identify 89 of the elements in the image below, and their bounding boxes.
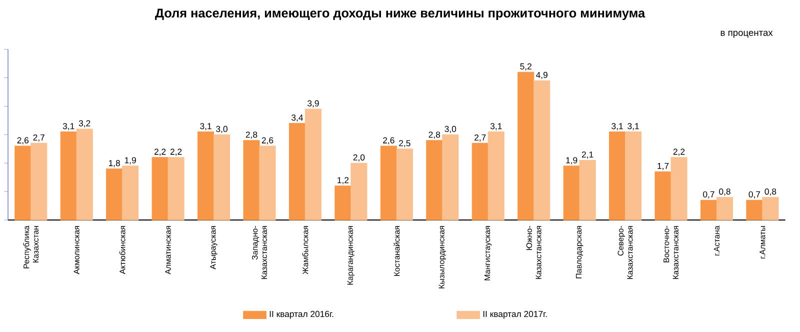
bar [334, 186, 352, 220]
x-tick-label: Западно-Казахстанская [252, 226, 267, 279]
bar [350, 162, 368, 220]
legend-label: II квартал 2016г. [270, 310, 334, 319]
bar [76, 128, 93, 220]
data-label: 5,2 [520, 63, 532, 70]
data-label: 2,7 [474, 134, 486, 142]
data-label: 2,6 [17, 137, 29, 144]
data-label: 2,1 [582, 152, 594, 159]
data-label: 2,2 [673, 148, 685, 156]
x-tick-label: Южно-Казахстанская [526, 226, 542, 279]
data-label: 2,7 [33, 134, 44, 142]
data-label: 2,6 [383, 137, 394, 144]
data-label: 1,9 [566, 157, 578, 164]
data-label: 4,9 [536, 72, 548, 80]
bar [198, 132, 214, 220]
data-label: 3,0 [444, 126, 456, 134]
data-label: 2,2 [170, 148, 182, 156]
bar [609, 132, 626, 220]
x-tick-label: Алматинская [165, 226, 171, 274]
bar [654, 171, 672, 220]
data-label: 1,8 [108, 160, 120, 168]
bar [426, 140, 443, 220]
x-tick-label: Атырауская [210, 226, 218, 270]
x-tick-label: г.Астана [714, 226, 720, 256]
bar [214, 134, 230, 220]
data-label: 2,2 [154, 148, 166, 156]
data-label: 3,1 [612, 123, 623, 130]
bar [122, 166, 139, 220]
bar [396, 148, 413, 220]
bar [288, 123, 306, 220]
bar [700, 200, 718, 220]
data-label: 3,1 [490, 123, 502, 130]
x-tick-label: Северо-Казахстанская [618, 226, 633, 279]
bar [442, 134, 459, 220]
text: в процентах [720, 30, 773, 38]
data-label: 0,7 [748, 191, 760, 198]
data-label: 2,5 [399, 140, 410, 148]
bar [14, 146, 32, 220]
x-tick-label: Карагандинская [347, 226, 355, 285]
bar [60, 132, 77, 220]
x-tick-label: Республика Казахстан [23, 226, 39, 268]
legend-label: II квартал 2017г. [483, 310, 547, 319]
chart-title: Доля населения, имеющего доходы ниже величины прожиточного минимума [155, 8, 646, 20]
bar [534, 80, 550, 220]
data-label: 3,9 [308, 100, 319, 108]
bar [716, 196, 734, 220]
bar [670, 157, 688, 220]
bar [243, 140, 260, 220]
data-label: 3,1 [628, 123, 639, 130]
data-label: 3,1 [62, 123, 74, 130]
bar [488, 132, 504, 220]
x-tick-label: Павлодарская [576, 226, 584, 278]
data-label: 2,0 [353, 154, 365, 162]
x-tick-label: Кызылординская [438, 226, 446, 288]
data-label: 3,1 [200, 123, 212, 130]
bar [518, 72, 534, 220]
data-label: 0,7 [703, 191, 714, 198]
data-label: 1,7 [658, 162, 669, 170]
x-tick-label: г.Алматы [760, 226, 766, 258]
bar [168, 157, 184, 220]
data-label: 0,8 [719, 188, 730, 196]
data-label: 1,2 [338, 177, 349, 184]
x-tick-label: Костанайская [394, 226, 400, 276]
data-label: 3,2 [78, 120, 90, 128]
x-tick-label: Актюбинская [119, 226, 126, 274]
bar [762, 196, 779, 220]
bar [106, 168, 123, 220]
x-tick-label: Жамбылская [302, 226, 308, 274]
data-label: 2,6 [262, 137, 274, 144]
data-label: 3,0 [216, 126, 228, 134]
x-tick-label: Мангистауская [484, 226, 492, 280]
bar [563, 166, 580, 220]
x-tick-label: Акмолинская [74, 226, 80, 274]
bar [304, 108, 322, 220]
data-label: 3,4 [292, 114, 303, 122]
bar [579, 160, 596, 220]
data-label: 1,9 [124, 157, 136, 164]
bar [152, 157, 168, 220]
bar [746, 200, 763, 220]
x-tick-label: Восточно-Казахстанская [664, 226, 678, 279]
bar [30, 142, 48, 220]
bar [472, 142, 488, 220]
data-label: 2,8 [246, 132, 258, 139]
bar [259, 146, 276, 220]
bar [625, 132, 642, 220]
data-label: 0,8 [764, 188, 776, 196]
bar [380, 146, 397, 220]
data-label: 2,8 [428, 132, 440, 139]
